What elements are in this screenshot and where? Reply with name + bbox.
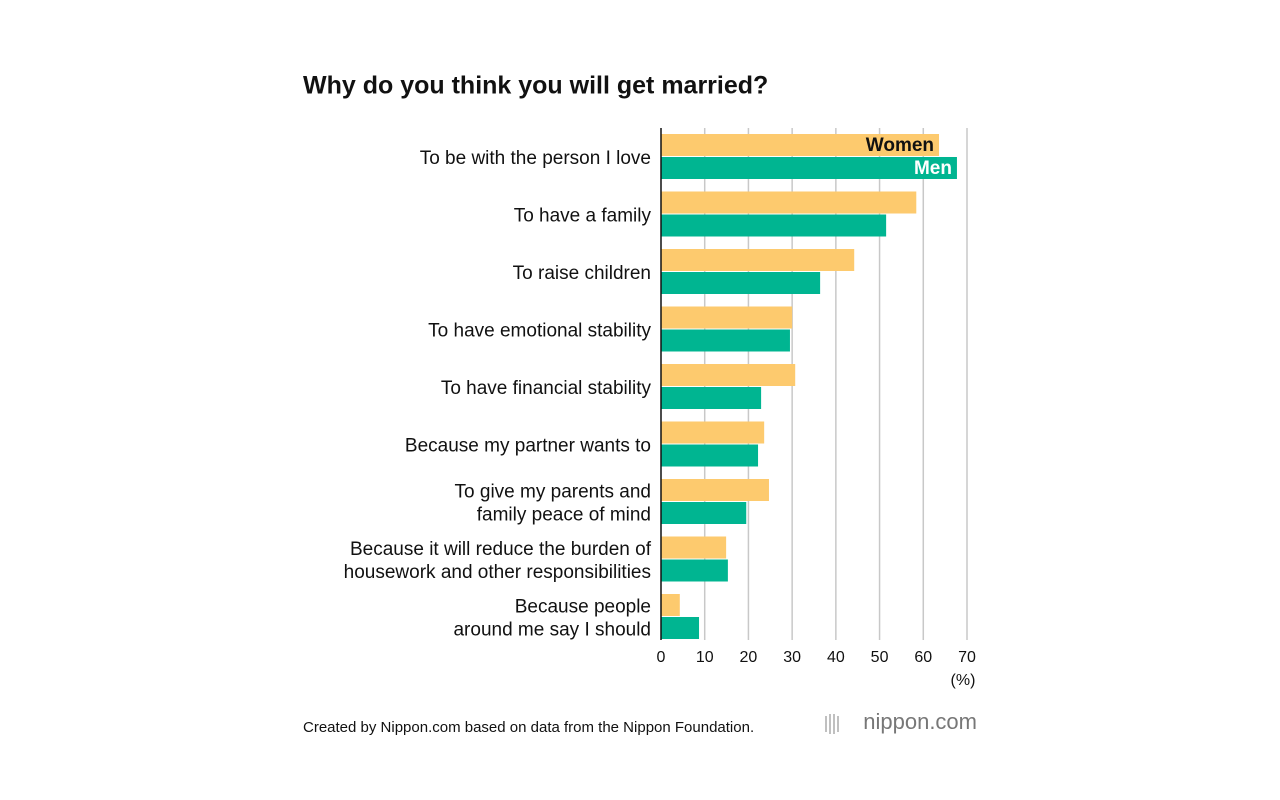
logo: nippon.com <box>863 709 977 734</box>
bar <box>661 306 793 329</box>
y-tick-label: To give my parents and family peace of mi… <box>455 482 651 526</box>
logo-mark <box>825 714 839 734</box>
bar <box>661 214 887 237</box>
bar <box>661 387 762 409</box>
y-tick-label: To have a family <box>514 206 652 227</box>
bar <box>661 157 957 179</box>
bar <box>661 559 728 582</box>
y-tick-label: To have emotional stability <box>428 321 651 342</box>
y-tick-label: To be with the person I love <box>420 148 651 169</box>
y-tick-label: Because my partner wants to <box>405 436 651 457</box>
x-tick-label: 20 <box>740 649 758 666</box>
x-tick-label: 70 <box>958 649 976 666</box>
legend-label: Women <box>866 135 934 156</box>
source-note: Created by Nippon.com based on data from… <box>303 719 754 736</box>
y-tick-label: To raise children <box>513 263 651 284</box>
y-tick-label: To have financial stability <box>441 378 652 399</box>
bar <box>661 502 747 524</box>
x-tick-label: 60 <box>914 649 932 666</box>
chart-title: Why do you think you will get married? <box>303 72 768 100</box>
bar <box>661 444 759 467</box>
y-tick-label: Because people around me say I should <box>453 597 651 641</box>
bar <box>661 191 917 214</box>
bar <box>661 272 821 294</box>
bar <box>661 329 790 352</box>
bar <box>661 134 940 156</box>
x-tick-label: 50 <box>871 649 889 666</box>
bar <box>661 617 700 639</box>
x-tick-label: 40 <box>827 649 845 666</box>
bar <box>661 479 769 501</box>
bar <box>661 594 680 616</box>
bar <box>661 364 796 386</box>
bar <box>661 421 765 444</box>
x-tick-label: 0 <box>657 649 666 666</box>
x-tick-label: 10 <box>696 649 714 666</box>
x-tick-label: 30 <box>783 649 801 666</box>
y-tick-label: Because it will reduce the burden of hous… <box>344 539 652 583</box>
legend-label: Men <box>914 158 952 179</box>
bar <box>661 249 855 271</box>
bar <box>661 536 727 559</box>
x-axis-unit: (%) <box>951 672 976 689</box>
